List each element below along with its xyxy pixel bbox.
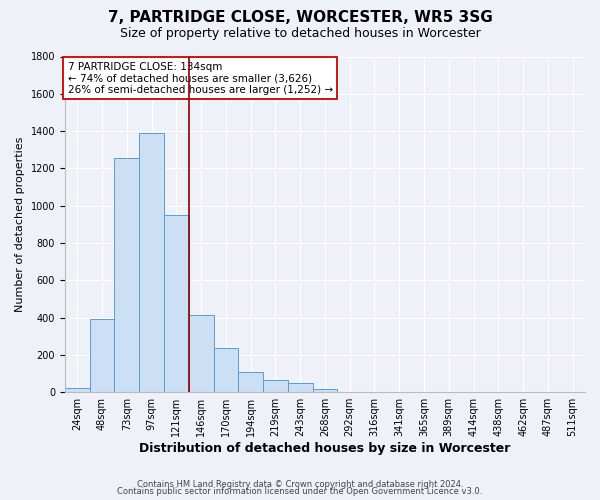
- Bar: [189, 315, 214, 392]
- Bar: [263, 380, 288, 392]
- Text: Contains HM Land Registry data © Crown copyright and database right 2024.: Contains HM Land Registry data © Crown c…: [137, 480, 463, 489]
- Bar: [288, 384, 313, 392]
- Bar: [89, 320, 115, 392]
- X-axis label: Distribution of detached houses by size in Worcester: Distribution of detached houses by size …: [139, 442, 511, 455]
- Bar: [139, 133, 164, 392]
- Bar: [164, 215, 189, 392]
- Text: Contains public sector information licensed under the Open Government Licence v3: Contains public sector information licen…: [118, 487, 482, 496]
- Bar: [238, 372, 263, 392]
- Bar: [65, 388, 89, 392]
- Text: 7 PARTRIDGE CLOSE: 134sqm
← 74% of detached houses are smaller (3,626)
26% of se: 7 PARTRIDGE CLOSE: 134sqm ← 74% of detac…: [68, 62, 332, 94]
- Bar: [313, 390, 337, 392]
- Text: 7, PARTRIDGE CLOSE, WORCESTER, WR5 3SG: 7, PARTRIDGE CLOSE, WORCESTER, WR5 3SG: [107, 10, 493, 25]
- Y-axis label: Number of detached properties: Number of detached properties: [15, 136, 25, 312]
- Bar: [115, 158, 139, 392]
- Bar: [214, 348, 238, 392]
- Text: Size of property relative to detached houses in Worcester: Size of property relative to detached ho…: [119, 28, 481, 40]
